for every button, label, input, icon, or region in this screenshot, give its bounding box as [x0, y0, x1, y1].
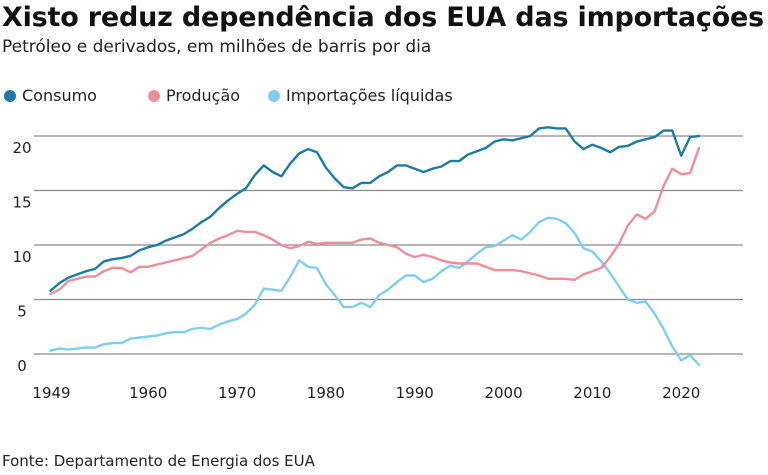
y-tick-label-5: 5 — [17, 303, 27, 321]
x-tick-label-1949: 1949 — [32, 384, 70, 402]
y-tick-label-15: 15 — [12, 194, 31, 212]
x-tick-label-1960: 1960 — [129, 384, 167, 402]
y-tick-label-0: 0 — [17, 357, 27, 375]
chart-title: Xisto reduz dependência dos EUA das impo… — [2, 2, 764, 33]
legend-marker-producao-icon — [148, 89, 160, 102]
legend-marker-importacoes-icon — [268, 89, 280, 102]
y-tick-label-20: 20 — [12, 139, 31, 157]
series-line-consumo — [49, 126, 701, 292]
x-tick-label-2000: 2000 — [484, 384, 522, 402]
x-tick-label-1990: 1990 — [396, 384, 434, 402]
x-tick-label-2010: 2010 — [573, 384, 611, 402]
legend-item-consumo: Consumo — [4, 86, 97, 105]
x-tick-label-1970: 1970 — [218, 384, 256, 402]
legend-label-importacoes: Importações líquidas — [286, 86, 453, 105]
legend-label-producao: Produção — [166, 86, 241, 105]
y-axis-ticks: 0 5 10 15 20 — [12, 139, 31, 375]
legend-item-producao: Produção — [148, 86, 240, 105]
x-tick-label-1980: 1980 — [307, 384, 345, 402]
legend-marker-consumo-icon — [4, 89, 16, 102]
legend-item-importacoes: Importações líquidas — [268, 86, 453, 105]
source-note: Fonte: Departamento de Energia dos EUA — [2, 452, 315, 470]
y-tick-label-10: 10 — [12, 248, 31, 266]
legend-label-consumo: Consumo — [22, 86, 97, 105]
x-axis-ticks: 1949 1960 1970 1980 1990 2000 2010 2020 — [32, 384, 700, 402]
x-tick-label-2020: 2020 — [662, 384, 700, 402]
series-lines — [49, 126, 701, 367]
series-line-importacoes-liquidas — [49, 216, 701, 367]
chart-subtitle: Petróleo e derivados, em milhões de barr… — [2, 37, 432, 57]
series-line-producao — [49, 146, 701, 296]
